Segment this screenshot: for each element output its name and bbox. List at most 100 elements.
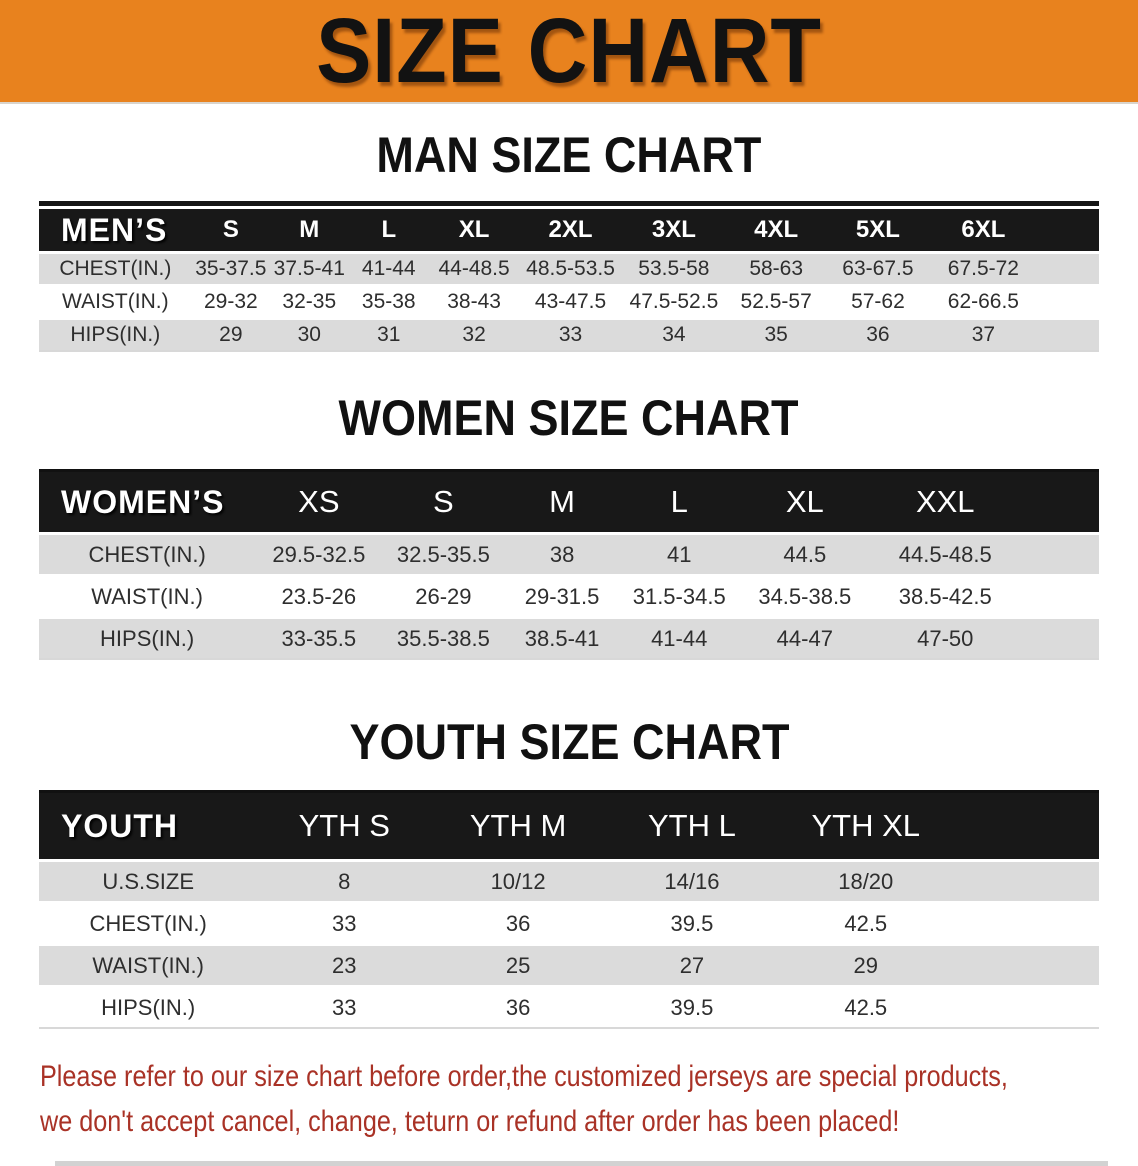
cell: 33 bbox=[257, 901, 432, 943]
cell: 67.5-72 bbox=[929, 251, 1038, 284]
cell: 58-63 bbox=[725, 251, 827, 284]
row-label: WAIST(IN.) bbox=[39, 943, 258, 985]
row-label: CHEST(IN.) bbox=[39, 901, 258, 943]
cell: 34 bbox=[621, 317, 726, 350]
men-size-col: 5XL bbox=[826, 209, 930, 251]
cell: 38.5-41 bbox=[504, 616, 620, 658]
men-size-col: M bbox=[270, 209, 349, 251]
women-size-col: L bbox=[619, 472, 739, 532]
youth-size-col: YTH XL bbox=[778, 793, 953, 859]
cell: 29-31.5 bbox=[504, 574, 620, 616]
row-label: HIPS(IN.) bbox=[39, 317, 192, 350]
cell: 44-47 bbox=[738, 616, 872, 658]
disclaimer-line-2: we don't accept cancel, change, teturn o… bbox=[40, 1105, 900, 1138]
women-header-row: WOMEN’S XS S M L XL XXL bbox=[39, 472, 1099, 532]
cell: 47.5-52.5 bbox=[621, 284, 726, 317]
men-waist-row: WAIST(IN.) 29-32 32-35 35-38 38-43 43-47… bbox=[39, 284, 1099, 317]
page-title: SIZE CHART bbox=[316, 0, 822, 102]
women-size-col: XS bbox=[255, 472, 383, 532]
cell: 32.5-35.5 bbox=[382, 532, 505, 574]
spacer-cell bbox=[1019, 574, 1099, 616]
cell: 38-43 bbox=[429, 284, 520, 317]
spacer-cell bbox=[952, 793, 1099, 859]
cell: 42.5 bbox=[778, 985, 953, 1027]
women-size-table: WOMEN’S XS S M L XL XXL CHEST(IN.) 29.5-… bbox=[39, 469, 1099, 660]
youth-waist-row: WAIST(IN.) 23 25 27 29 bbox=[39, 943, 1099, 985]
cell: 36 bbox=[431, 985, 606, 1027]
row-label: HIPS(IN.) bbox=[39, 985, 258, 1027]
women-size-col: XL bbox=[738, 472, 872, 532]
cell: 10/12 bbox=[431, 859, 606, 901]
cell: 34.5-38.5 bbox=[738, 574, 872, 616]
cell: 27 bbox=[605, 943, 779, 985]
cell: 26-29 bbox=[382, 574, 505, 616]
disclaimer-line-1: Please refer to our size chart before or… bbox=[40, 1060, 1008, 1093]
men-size-col: S bbox=[191, 209, 271, 251]
cell: 43-47.5 bbox=[519, 284, 622, 317]
cell: 32 bbox=[429, 317, 520, 350]
cell: 32-35 bbox=[270, 284, 349, 317]
men-header-row: MEN’S S M L XL 2XL 3XL 4XL 5XL 6XL bbox=[39, 209, 1099, 251]
women-size-table-block: WOMEN’S XS S M L XL XXL CHEST(IN.) 29.5-… bbox=[39, 469, 1099, 660]
youth-size-table-block: YOUTH YTH S YTH M YTH L YTH XL U.S.SIZE … bbox=[39, 790, 1099, 1029]
disclaimer: Please refer to our size chart before or… bbox=[0, 1057, 1138, 1147]
cell: 39.5 bbox=[605, 901, 779, 943]
youth-size-col: YTH L bbox=[605, 793, 779, 859]
cell: 33-35.5 bbox=[255, 616, 383, 658]
cell: 44.5-48.5 bbox=[871, 532, 1020, 574]
women-waist-row: WAIST(IN.) 23.5-26 26-29 29-31.5 31.5-34… bbox=[39, 574, 1099, 616]
row-label: WAIST(IN.) bbox=[39, 284, 192, 317]
men-size-col: L bbox=[348, 209, 430, 251]
cell: 25 bbox=[431, 943, 606, 985]
cell: 29-32 bbox=[191, 284, 271, 317]
banner: SIZE CHART bbox=[0, 0, 1138, 104]
cell: 29.5-32.5 bbox=[255, 532, 383, 574]
spacer-cell bbox=[952, 985, 1099, 1027]
cell: 30 bbox=[270, 317, 349, 350]
cell: 36 bbox=[431, 901, 606, 943]
men-size-col: 3XL bbox=[621, 209, 726, 251]
women-size-col: S bbox=[382, 472, 505, 532]
cell: 41-44 bbox=[619, 616, 739, 658]
cell: 18/20 bbox=[778, 859, 953, 901]
youth-size-table: YOUTH YTH S YTH M YTH L YTH XL U.S.SIZE … bbox=[39, 790, 1099, 1029]
row-label: WAIST(IN.) bbox=[39, 574, 256, 616]
cell: 31 bbox=[348, 317, 430, 350]
youth-size-col: YTH S bbox=[257, 793, 432, 859]
row-label: HIPS(IN.) bbox=[39, 616, 256, 658]
women-section-heading: WOMEN SIZE CHART bbox=[0, 392, 1138, 444]
men-size-col: 2XL bbox=[519, 209, 622, 251]
cell: 52.5-57 bbox=[725, 284, 827, 317]
row-label: CHEST(IN.) bbox=[39, 532, 256, 574]
men-group-label: MEN’S bbox=[39, 209, 192, 251]
men-size-col: 6XL bbox=[929, 209, 1038, 251]
cell: 36 bbox=[826, 317, 930, 350]
cell: 47-50 bbox=[871, 616, 1020, 658]
women-group-label: WOMEN’S bbox=[39, 472, 256, 532]
youth-section-heading-text: YOUTH SIZE CHART bbox=[348, 714, 790, 770]
men-section-heading-text: MAN SIZE CHART bbox=[376, 127, 762, 183]
youth-chest-row: CHEST(IN.) 33 36 39.5 42.5 bbox=[39, 901, 1099, 943]
spacer-cell bbox=[1019, 616, 1099, 658]
youth-group-label: YOUTH bbox=[39, 793, 258, 859]
cell: 41-44 bbox=[348, 251, 430, 284]
women-chest-row: CHEST(IN.) 29.5-32.5 32.5-35.5 38 41 44.… bbox=[39, 532, 1099, 574]
cell: 23 bbox=[257, 943, 432, 985]
cell: 35-38 bbox=[348, 284, 430, 317]
women-hips-row: HIPS(IN.) 33-35.5 35.5-38.5 38.5-41 41-4… bbox=[39, 616, 1099, 658]
cell: 35.5-38.5 bbox=[382, 616, 505, 658]
cell: 57-62 bbox=[826, 284, 930, 317]
spacer-cell bbox=[952, 943, 1099, 985]
cell: 14/16 bbox=[605, 859, 779, 901]
men-table-top-rule bbox=[39, 201, 1099, 206]
cell: 48.5-53.5 bbox=[519, 251, 622, 284]
women-size-col: M bbox=[504, 472, 620, 532]
spacer-cell bbox=[1037, 209, 1099, 251]
spacer-cell bbox=[952, 859, 1099, 901]
cell: 37.5-41 bbox=[270, 251, 349, 284]
men-size-col: XL bbox=[429, 209, 520, 251]
spacer-cell bbox=[952, 901, 1099, 943]
women-section-heading-text: WOMEN SIZE CHART bbox=[339, 390, 799, 446]
cell: 41 bbox=[619, 532, 739, 574]
